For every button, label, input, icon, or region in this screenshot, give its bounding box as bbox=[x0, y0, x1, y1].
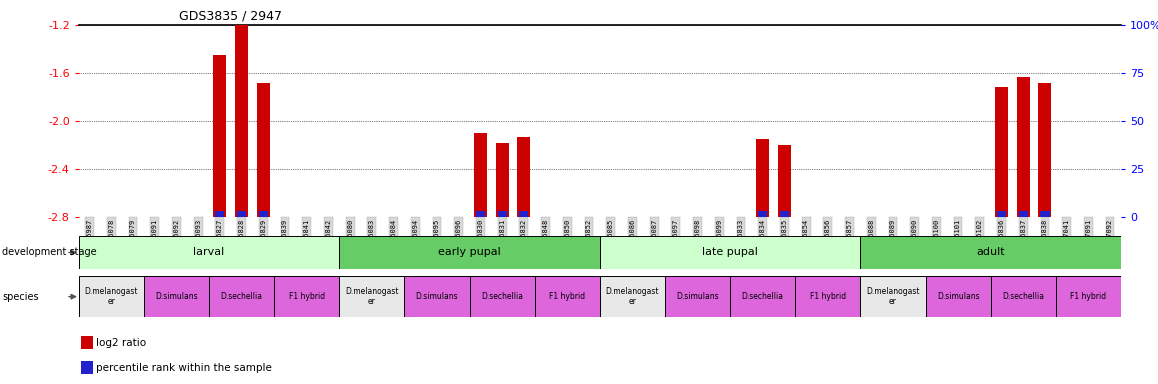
Bar bbox=[600, 276, 665, 317]
Bar bbox=[535, 276, 600, 317]
Text: late pupal: late pupal bbox=[702, 247, 758, 258]
Bar bbox=[756, 139, 769, 217]
Text: D.sechellia: D.sechellia bbox=[220, 292, 263, 301]
Bar bbox=[498, 211, 507, 217]
Bar bbox=[665, 276, 730, 317]
Text: larval: larval bbox=[193, 247, 225, 258]
Bar bbox=[997, 211, 1006, 217]
Bar bbox=[274, 276, 339, 317]
Bar bbox=[476, 211, 485, 217]
Bar bbox=[1019, 211, 1028, 217]
Text: D.melanogast
er: D.melanogast er bbox=[345, 287, 398, 306]
Bar bbox=[215, 211, 225, 217]
Text: GDS3835 / 2947: GDS3835 / 2947 bbox=[179, 10, 283, 23]
Bar bbox=[213, 55, 226, 217]
Text: D.simulans: D.simulans bbox=[676, 292, 719, 301]
Text: species: species bbox=[2, 291, 39, 302]
Bar bbox=[81, 361, 93, 374]
Bar bbox=[925, 276, 990, 317]
Bar bbox=[470, 276, 535, 317]
Bar bbox=[237, 211, 247, 217]
Bar bbox=[496, 142, 508, 217]
Bar bbox=[1040, 211, 1049, 217]
Bar bbox=[79, 236, 339, 269]
Text: D.sechellia: D.sechellia bbox=[1002, 292, 1045, 301]
Text: D.sechellia: D.sechellia bbox=[481, 292, 523, 301]
Bar bbox=[235, 25, 248, 217]
Bar bbox=[600, 236, 860, 269]
Bar bbox=[990, 276, 1056, 317]
Bar bbox=[81, 336, 93, 349]
Bar bbox=[730, 276, 796, 317]
Bar bbox=[144, 276, 208, 317]
Bar bbox=[518, 137, 530, 217]
Bar bbox=[758, 211, 768, 217]
Text: D.sechellia: D.sechellia bbox=[741, 292, 784, 301]
Text: development stage: development stage bbox=[2, 247, 97, 258]
Bar bbox=[1056, 276, 1121, 317]
Bar bbox=[208, 276, 274, 317]
Text: D.simulans: D.simulans bbox=[155, 292, 198, 301]
Text: F1 hybrid: F1 hybrid bbox=[288, 292, 324, 301]
Text: adult: adult bbox=[976, 247, 1005, 258]
Bar bbox=[339, 276, 404, 317]
Bar bbox=[258, 211, 267, 217]
Bar bbox=[404, 276, 470, 317]
Bar bbox=[79, 276, 144, 317]
Bar bbox=[1039, 83, 1051, 217]
Text: F1 hybrid: F1 hybrid bbox=[809, 292, 845, 301]
Text: D.melanogast
er: D.melanogast er bbox=[866, 287, 919, 306]
Text: F1 hybrid: F1 hybrid bbox=[549, 292, 585, 301]
Text: D.simulans: D.simulans bbox=[416, 292, 459, 301]
Bar bbox=[257, 83, 270, 217]
Text: D.melanogast
er: D.melanogast er bbox=[606, 287, 659, 306]
Bar bbox=[796, 276, 860, 317]
Bar bbox=[779, 211, 789, 217]
Bar bbox=[778, 145, 791, 217]
Bar bbox=[474, 133, 486, 217]
Bar bbox=[339, 236, 600, 269]
Text: log2 ratio: log2 ratio bbox=[96, 338, 146, 348]
Bar bbox=[860, 276, 925, 317]
Text: F1 hybrid: F1 hybrid bbox=[1070, 292, 1106, 301]
Bar bbox=[519, 211, 528, 217]
Text: percentile rank within the sample: percentile rank within the sample bbox=[96, 363, 272, 373]
Text: D.melanogast
er: D.melanogast er bbox=[85, 287, 138, 306]
Bar bbox=[995, 88, 1007, 217]
Text: early pupal: early pupal bbox=[438, 247, 501, 258]
Text: D.simulans: D.simulans bbox=[937, 292, 980, 301]
Bar bbox=[860, 236, 1121, 269]
Bar bbox=[1017, 76, 1029, 217]
